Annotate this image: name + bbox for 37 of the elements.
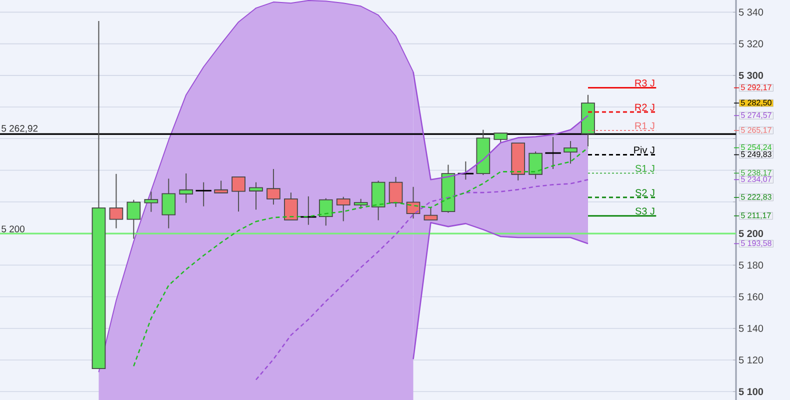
ref-line-label: S2 J xyxy=(635,189,654,196)
candlestick xyxy=(494,132,508,144)
candlestick xyxy=(318,198,333,226)
ref-line-label: S3 J xyxy=(635,208,654,215)
ref-line-label: 5 262,92 xyxy=(2,125,38,133)
y-tick-label: 5 160 xyxy=(738,293,764,300)
y-tick-label: 5 320 xyxy=(738,40,764,48)
candlestick xyxy=(162,178,176,229)
ref-line-label: R1 J xyxy=(635,122,654,130)
candlestick xyxy=(214,180,228,194)
y-tick-label: 5 120 xyxy=(738,356,764,364)
ref-line-label: R3 J xyxy=(635,80,654,87)
line-series xyxy=(255,179,589,380)
y-tick-label: 5 200 xyxy=(738,230,764,238)
candlestick xyxy=(109,173,124,229)
ref-line-label: 5 200 xyxy=(2,226,24,232)
candlestick xyxy=(179,172,194,204)
candlestick xyxy=(564,140,578,164)
y-tick-label: 5 180 xyxy=(738,262,764,269)
candlestick xyxy=(388,176,403,208)
candlestick xyxy=(126,199,141,240)
y-tick-label: 5 300 xyxy=(738,72,764,79)
candlestick xyxy=(284,192,298,220)
candlestick xyxy=(336,196,350,222)
y-tick-label: 5 340 xyxy=(738,8,764,16)
ref-line-label: S1 J xyxy=(635,164,654,172)
candlestick xyxy=(354,198,368,210)
ref-line-label: Piv J xyxy=(634,146,654,154)
candlestick xyxy=(424,207,438,220)
candlestick xyxy=(249,182,263,210)
y-tick-label: 5 140 xyxy=(738,324,764,332)
candlestick xyxy=(144,191,158,212)
candlestick xyxy=(232,176,246,212)
y-tick-label: 5 100 xyxy=(738,388,764,396)
candlestick xyxy=(266,168,280,206)
ref-line-label: R2 J xyxy=(635,104,654,111)
candlestick xyxy=(528,150,542,180)
